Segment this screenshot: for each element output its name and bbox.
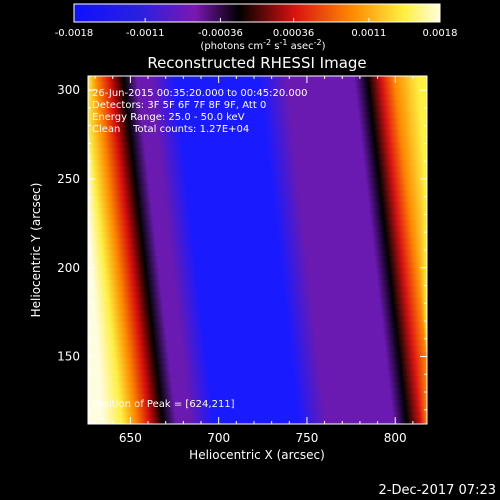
heatmap-row bbox=[88, 148, 427, 155]
heatmap-row bbox=[88, 292, 427, 299]
heatmap-row bbox=[88, 160, 427, 167]
heatmap-row bbox=[88, 346, 427, 353]
y-tick-label: 150 bbox=[57, 350, 80, 364]
colorbar-ticks bbox=[73, 18, 441, 22]
heatmap-row bbox=[88, 370, 427, 377]
x-tick-label: 700 bbox=[207, 431, 230, 445]
colorbar-tick-label: 0.00036 bbox=[273, 28, 314, 39]
heatmap-row bbox=[88, 202, 427, 209]
heatmap-row bbox=[88, 322, 427, 329]
y-axis: 150 200 250 300 bbox=[57, 83, 427, 411]
heatmap-row bbox=[88, 130, 427, 137]
colorbar-tick-label: -0.00036 bbox=[198, 28, 243, 39]
heatmap-image bbox=[88, 76, 427, 424]
peak-position-label: Position of Peak = [624,211] bbox=[92, 399, 235, 410]
heatmap-row bbox=[88, 196, 427, 203]
colorbar-tick-labels: -0.0018 -0.0011 -0.00036 0.00036 0.0011 0.001… bbox=[55, 28, 458, 39]
x-tick-label: 650 bbox=[119, 431, 142, 445]
y-axis-label: Heliocentric Y (arcsec) bbox=[29, 183, 43, 318]
heatmap-row bbox=[88, 256, 427, 263]
colorbar-tick-label: -0.0018 bbox=[55, 28, 94, 39]
heatmap-row bbox=[88, 226, 427, 233]
heatmap-row bbox=[88, 184, 427, 191]
heatmap-row bbox=[88, 316, 427, 323]
heatmap-row bbox=[88, 268, 427, 275]
heatmap-row bbox=[88, 208, 427, 215]
heatmap-row bbox=[88, 238, 427, 245]
heatmap-row bbox=[88, 358, 427, 365]
heatmap-row bbox=[88, 334, 427, 341]
heatmap-row bbox=[88, 136, 427, 143]
heatmap-row bbox=[88, 310, 427, 317]
heatmap-row bbox=[88, 280, 427, 287]
heatmap-row bbox=[88, 304, 427, 311]
heatmap-row bbox=[88, 250, 427, 257]
heatmap-row bbox=[88, 82, 427, 89]
annotation-energy-range: Energy Range: 25.0 - 50.0 keV bbox=[92, 112, 245, 123]
annotation-time-range: 26-Jun-2015 00:35:20.000 to 00:45:20.000 bbox=[92, 88, 308, 99]
heatmap-row bbox=[88, 298, 427, 305]
heatmap-row bbox=[88, 142, 427, 149]
colorbar-tick-label: -0.0011 bbox=[126, 28, 165, 39]
heatmap-row bbox=[88, 394, 427, 401]
colorbar-tick-label: 0.0011 bbox=[351, 28, 386, 39]
x-axis-label: Heliocentric X (arcsec) bbox=[189, 448, 325, 462]
heatmap-row bbox=[88, 124, 427, 131]
x-tick-label: 800 bbox=[384, 431, 407, 445]
heatmap-row bbox=[88, 328, 427, 335]
heatmap-row bbox=[88, 88, 427, 95]
heatmap-row bbox=[88, 112, 427, 119]
x-axis: 650 700 750 800 bbox=[94, 76, 414, 445]
colorbar-units: (photons cm-2 s-1 asec-2) bbox=[200, 38, 325, 52]
heatmap-row bbox=[88, 220, 427, 227]
heatmap-row bbox=[88, 76, 427, 83]
footer-timestamp: 2-Dec-2017 07:23 bbox=[379, 483, 497, 498]
annotation-detectors: Detectors: 3F 5F 6F 7F 8F 9F, Att 0 bbox=[92, 100, 266, 111]
colorbar-tick-label: 0.0018 bbox=[423, 28, 458, 39]
y-tick-label: 200 bbox=[57, 261, 80, 275]
heatmap-row bbox=[88, 172, 427, 179]
heatmap-row bbox=[88, 244, 427, 251]
annotation-clean-counts: Clean Total counts: 1.27E+04 bbox=[92, 124, 249, 135]
heatmap-row bbox=[88, 100, 427, 107]
heatmap-row bbox=[88, 406, 427, 413]
x-tick-label: 750 bbox=[295, 431, 318, 445]
heatmap-row bbox=[88, 286, 427, 293]
heatmap-row bbox=[88, 388, 427, 395]
heatmap-row bbox=[88, 412, 427, 419]
heatmap-row bbox=[88, 106, 427, 113]
heatmap-row bbox=[88, 376, 427, 383]
chart-title: Reconstructed RHESSI Image bbox=[147, 54, 366, 72]
colorbar bbox=[73, 3, 441, 23]
heatmap-row bbox=[88, 232, 427, 239]
heatmap-row bbox=[88, 178, 427, 185]
heatmap-row bbox=[88, 352, 427, 359]
y-tick-label: 300 bbox=[57, 83, 80, 97]
heatmap-row bbox=[88, 118, 427, 125]
heatmap-row bbox=[88, 154, 427, 161]
y-tick-label: 250 bbox=[57, 172, 80, 186]
heatmap-row bbox=[88, 274, 427, 281]
heatmap-row bbox=[88, 166, 427, 173]
heatmap-row bbox=[88, 190, 427, 197]
heatmap-row bbox=[88, 94, 427, 101]
heatmap-row bbox=[88, 364, 427, 371]
annotation-block: 26-Jun-2015 00:35:20.000 to 00:45:20.000… bbox=[92, 88, 308, 135]
heatmap-row bbox=[88, 418, 427, 424]
heatmap-row bbox=[88, 400, 427, 407]
heatmap-row bbox=[88, 340, 427, 347]
heatmap-row bbox=[88, 214, 427, 221]
heatmap-row bbox=[88, 262, 427, 269]
heatmap-row bbox=[88, 382, 427, 389]
